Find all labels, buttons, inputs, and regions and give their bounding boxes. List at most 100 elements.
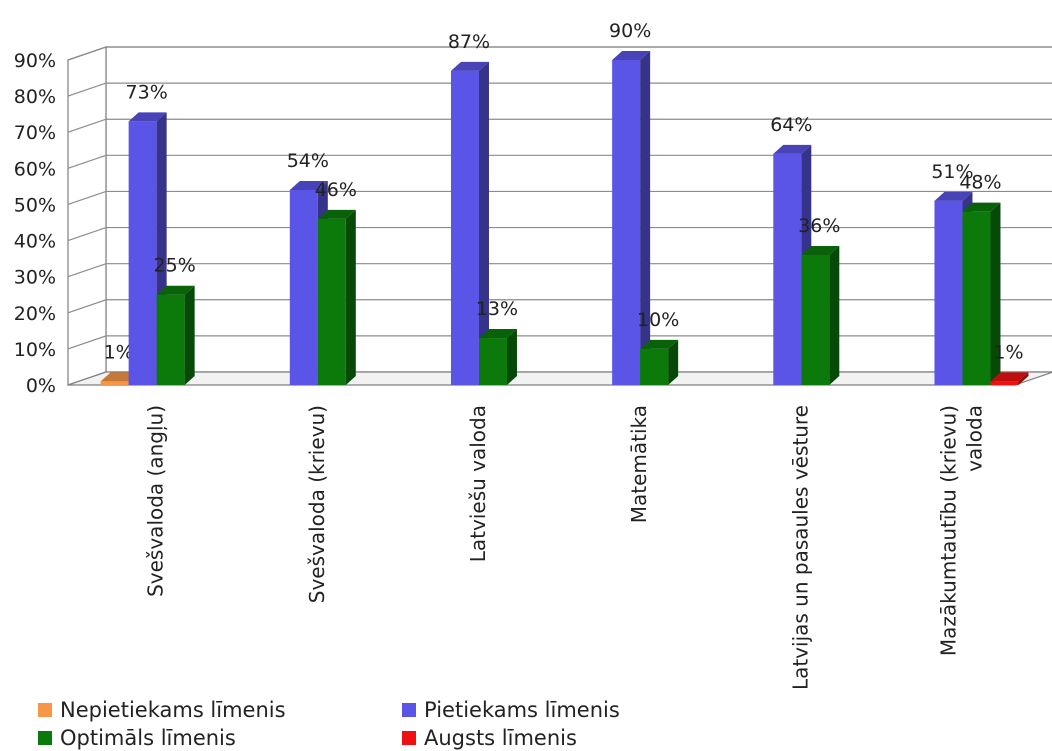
bar-front <box>990 381 1019 385</box>
gridline <box>67 118 1052 133</box>
x-tick-label: Latviešu valoda <box>466 405 490 562</box>
bar-front <box>156 294 185 385</box>
bar-top <box>289 181 328 190</box>
legend-swatch-pietiekams <box>402 703 416 717</box>
y-tick-label: 20% <box>14 303 56 325</box>
bar-top <box>773 144 812 154</box>
x-tick-label: Latvijas un pasaules vēsture <box>788 405 812 690</box>
bar-front <box>640 348 669 385</box>
gridline <box>67 190 1052 206</box>
bar-front <box>934 200 963 385</box>
bar <box>801 246 840 385</box>
x-tick-label: valoda <box>962 405 986 472</box>
bar-top <box>128 112 167 122</box>
legend-item-nepietiekams: Nepietiekams līmenis <box>38 698 286 722</box>
bar <box>640 339 679 385</box>
bar-side <box>478 61 489 385</box>
bar <box>450 61 489 385</box>
y-tick-label: 30% <box>14 267 56 289</box>
data-label: 64% <box>770 114 812 136</box>
y-tick-label: 80% <box>14 86 56 108</box>
data-label: 90% <box>609 20 651 42</box>
data-label: 1% <box>104 341 134 363</box>
bar-side <box>184 285 195 385</box>
gridline <box>67 154 1052 169</box>
x-tick-label: Svešvaloda (krievu) <box>305 405 329 603</box>
gridline <box>67 263 1052 278</box>
bar <box>478 329 517 385</box>
bar-top <box>317 209 356 219</box>
bar-top <box>612 51 651 60</box>
bar-front <box>612 60 641 385</box>
legend-item-pietiekams: Pietiekams līmenis <box>402 698 620 722</box>
bar-front <box>317 218 346 385</box>
bar <box>990 372 1029 385</box>
y-tick-label: 40% <box>14 231 56 253</box>
data-label: 48% <box>959 172 1001 194</box>
bar <box>962 202 1001 385</box>
legend-item-augsts: Augsts līmenis <box>402 726 577 750</box>
bar <box>156 285 195 385</box>
data-label: 13% <box>476 298 518 320</box>
data-label: 46% <box>315 179 357 201</box>
x-tick-label: Matemātika <box>627 405 651 523</box>
bar-side <box>1018 372 1029 385</box>
bar-front <box>128 121 157 385</box>
legend-swatch-optimals <box>38 731 52 745</box>
bar <box>612 51 651 385</box>
y-tick-label: 10% <box>14 339 56 361</box>
bar-side <box>640 51 651 385</box>
bar-top <box>640 339 679 349</box>
data-label: 36% <box>798 215 840 237</box>
bar-front <box>478 338 507 385</box>
bar-top <box>990 372 1029 382</box>
gridline <box>67 82 1052 97</box>
legend-label-pietiekams: Pietiekams līmenis <box>424 698 620 722</box>
chart-side-wall <box>67 46 107 386</box>
legend-label-augsts: Augsts līmenis <box>424 726 577 750</box>
bar-side <box>990 202 1001 385</box>
bar-side <box>668 339 679 385</box>
y-tick-label: 90% <box>14 50 56 72</box>
bar-top <box>801 246 840 255</box>
bar-top <box>934 191 973 201</box>
bar-front <box>450 70 479 385</box>
bar-top <box>478 329 517 339</box>
y-tick-label: 50% <box>14 194 56 216</box>
y-tick-label: 60% <box>14 158 56 180</box>
bar-top <box>450 61 489 71</box>
bar-front <box>962 211 991 385</box>
data-label: 87% <box>448 31 490 53</box>
bar-front <box>289 190 318 385</box>
data-label: 10% <box>637 309 679 331</box>
data-label: 51% <box>931 161 973 183</box>
bar-top <box>962 202 1001 212</box>
data-label: 1% <box>993 341 1023 363</box>
gridline <box>67 46 1052 61</box>
legend-swatch-nepietiekams <box>38 703 52 717</box>
y-tick-label: 70% <box>14 122 56 144</box>
chart-legend: Nepietiekams līmenis Pietiekams līmenis … <box>38 698 678 750</box>
bar-side <box>506 329 517 385</box>
chart-back-wall <box>105 46 1052 373</box>
bar-side <box>345 209 356 385</box>
bar-front <box>773 153 802 385</box>
chart-floor <box>67 371 1052 386</box>
gridline <box>67 226 1052 242</box>
legend-item-optimals: Optimāls līmenis <box>38 726 236 750</box>
gridline <box>67 299 1052 314</box>
legend-label-optimals: Optimāls līmenis <box>60 726 236 750</box>
gridline <box>67 335 1052 350</box>
data-label: 25% <box>154 255 196 277</box>
x-tick-label: Mazākumtautību (krievu) <box>936 405 960 656</box>
x-tick-label: Svešvaloda (angļu) <box>144 405 168 597</box>
bar-chart: 0% 10% 20% 30% 40% 50% 60% 70% 80% 90% 1% 73% 25% Sve… <box>14 20 1052 690</box>
bar-front <box>100 381 129 385</box>
legend-label-nepietiekams: Nepietiekams līmenis <box>60 698 286 722</box>
bar <box>317 209 356 385</box>
bar-side <box>829 246 840 385</box>
bar-top <box>156 285 195 295</box>
y-tick-label: 0% <box>26 375 56 397</box>
bar-front <box>801 255 830 385</box>
legend-swatch-augsts <box>402 731 416 745</box>
